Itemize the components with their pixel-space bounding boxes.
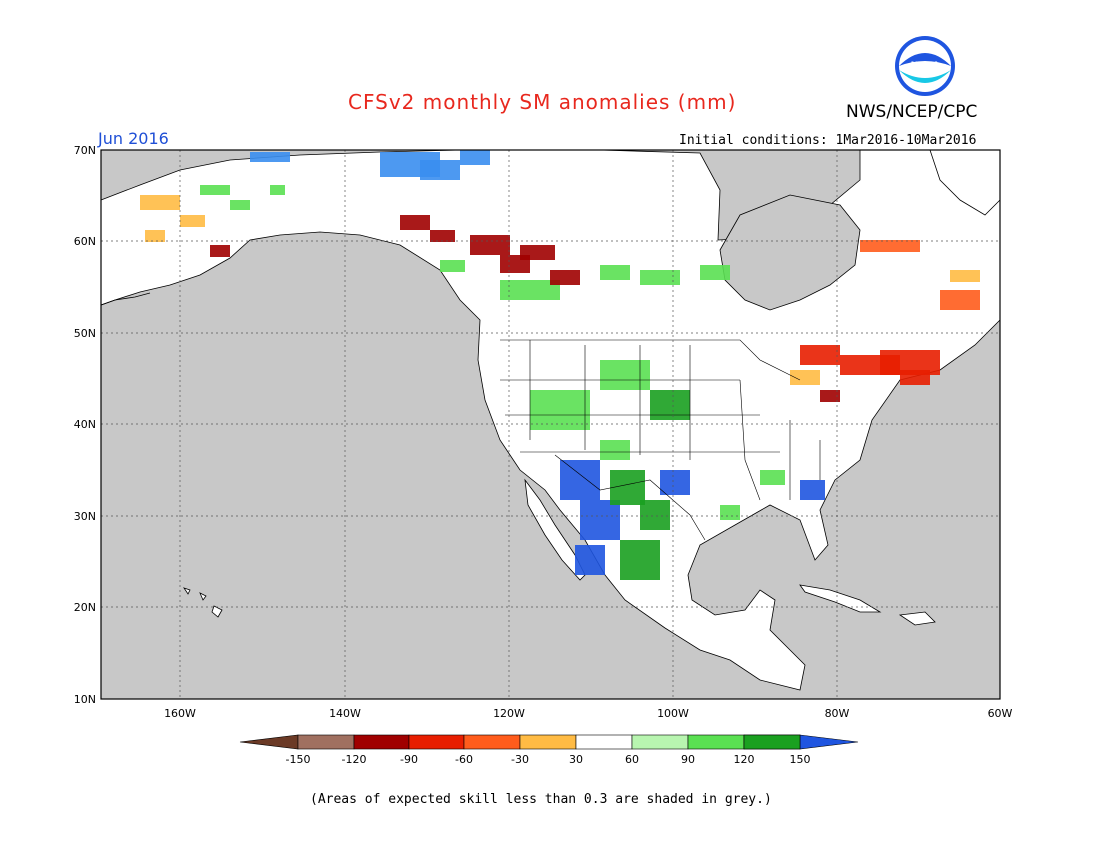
hawaii-islands [183,587,223,618]
legend-swatch [408,734,465,750]
lat-label: 40N [74,418,96,431]
anomaly-patch [550,270,580,285]
anomaly-patch [600,265,630,280]
anomaly-patch [700,265,730,280]
legend-swatch [631,734,689,750]
anomaly-patch [230,200,250,210]
anomaly-patch [575,545,605,575]
latitude-labels: 70N 60N 50N 40N 30N 20N 10N [74,144,96,706]
legend-label: -120 [342,753,367,766]
anomaly-patch [720,505,740,520]
anomaly-patch [520,245,555,260]
longitude-labels: 160W 140W 120W 100W 80W 60W [164,707,1012,720]
legend-label: 120 [734,753,755,766]
hispaniola-island [898,611,936,626]
legend-label: 30 [569,753,583,766]
legend-swatch [743,734,801,750]
anomaly-patches [140,150,980,580]
lat-label: 20N [74,601,96,614]
legend-label: 60 [625,753,639,766]
anomaly-patch [430,230,455,242]
anomaly-patch [800,480,825,500]
anomaly-patch [620,540,660,580]
anomaly-patch [580,500,620,540]
legend-arrow-right [799,734,859,750]
legend-label: 90 [681,753,695,766]
anomaly-patch [530,390,590,430]
anomaly-patch [140,195,180,210]
anomaly-patch [640,500,670,530]
skill-footnote: (Areas of expected skill less than 0.3 a… [310,792,772,807]
anomaly-patch [650,390,690,420]
forecast-period: Jun 2016 [98,129,169,148]
legend-label: -30 [511,753,529,766]
color-legend: -150 -120 -90 -60 -30 30 60 90 120 150 [239,734,859,766]
legend-label: 150 [790,753,811,766]
map-border [100,149,1001,700]
legend-swatch [353,734,410,750]
anomaly-patch [460,150,490,165]
graticule [101,150,1000,699]
lon-label: 120W [493,707,525,720]
initial-conditions: Initial conditions: 1Mar2016-10Mar2016 [679,133,977,148]
anomaly-patch [400,215,430,230]
legend-label: -90 [400,753,418,766]
aleutian-islands [100,292,151,306]
anomaly-patch [420,160,460,180]
legend-label: -60 [455,753,473,766]
legend-arrow-left [239,734,299,750]
anomaly-patch [145,230,165,242]
legend-swatch [297,734,355,750]
legend-swatch [463,734,521,750]
anomaly-patch [640,270,680,285]
hudson-bay-water [719,194,861,311]
political-borders [500,339,821,541]
lon-label: 80W [825,707,850,720]
lat-label: 70N [74,144,96,157]
map-title: CFSv2 monthly SM anomalies (mm) [348,90,737,114]
map-panel [100,149,1001,700]
lat-label: 10N [74,693,96,706]
anomaly-patch [860,240,920,252]
anomaly-patch [200,185,230,195]
anomaly-patch [800,345,840,365]
anomaly-patch [600,360,650,390]
anomaly-patch [820,390,840,402]
anomaly-patch [470,235,510,255]
legend-swatch [575,734,633,750]
lat-label: 60N [74,235,96,248]
noaa-logo-text: NOAA [911,61,940,71]
anomaly-patch [270,185,285,195]
anomaly-patch [500,280,560,300]
anomaly-patch [940,290,980,310]
lat-label: 50N [74,327,96,340]
anomaly-patch [790,370,820,385]
cuba-island [799,584,882,613]
anomaly-patch [440,260,465,272]
agency-label: NWS/NCEP/CPC [846,102,978,122]
anomaly-patch [250,152,290,162]
legend-swatch [519,734,577,750]
noaa-logo-icon: NOAA [895,36,955,96]
anomaly-patch [660,470,690,495]
anomaly-patch [760,470,785,485]
lon-label: 140W [329,707,361,720]
legend-label: -150 [286,753,311,766]
anomaly-patch [900,370,930,385]
lon-label: 60W [988,707,1013,720]
anomaly-patch [210,245,230,257]
lon-label: 100W [657,707,689,720]
lon-label: 160W [164,707,196,720]
lat-label: 30N [74,510,96,523]
anomaly-patch [180,215,205,227]
legend-swatch [687,734,745,750]
anomaly-patch [560,460,600,500]
anomaly-patch [950,270,980,282]
baja-california [524,478,586,581]
anomaly-patch [600,440,630,460]
anomaly-patch [610,470,645,505]
